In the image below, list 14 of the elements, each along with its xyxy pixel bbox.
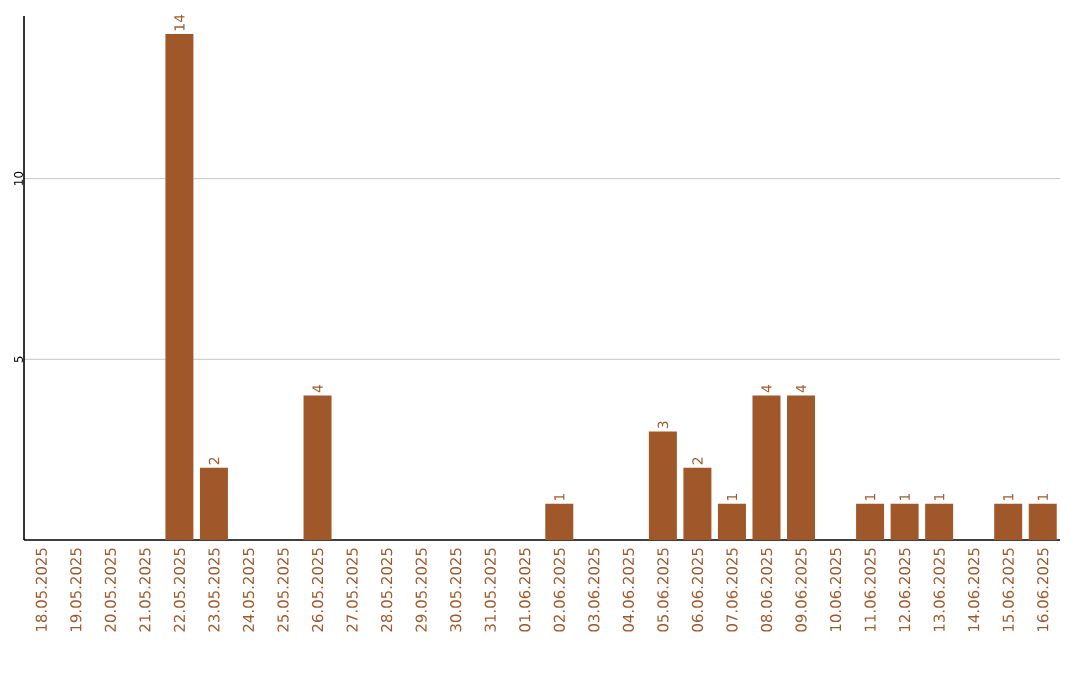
- bar: [787, 395, 816, 540]
- bar: [303, 395, 332, 540]
- bar: [683, 467, 712, 540]
- bar: [925, 503, 954, 540]
- bar: [752, 395, 781, 540]
- bar: [890, 503, 919, 540]
- bar: [994, 503, 1023, 540]
- bar: [545, 503, 574, 540]
- bar: [717, 503, 746, 540]
- bar: [199, 467, 228, 540]
- bar: [648, 431, 677, 540]
- bar: [1028, 503, 1057, 540]
- bar: [856, 503, 885, 540]
- bar: [165, 34, 194, 540]
